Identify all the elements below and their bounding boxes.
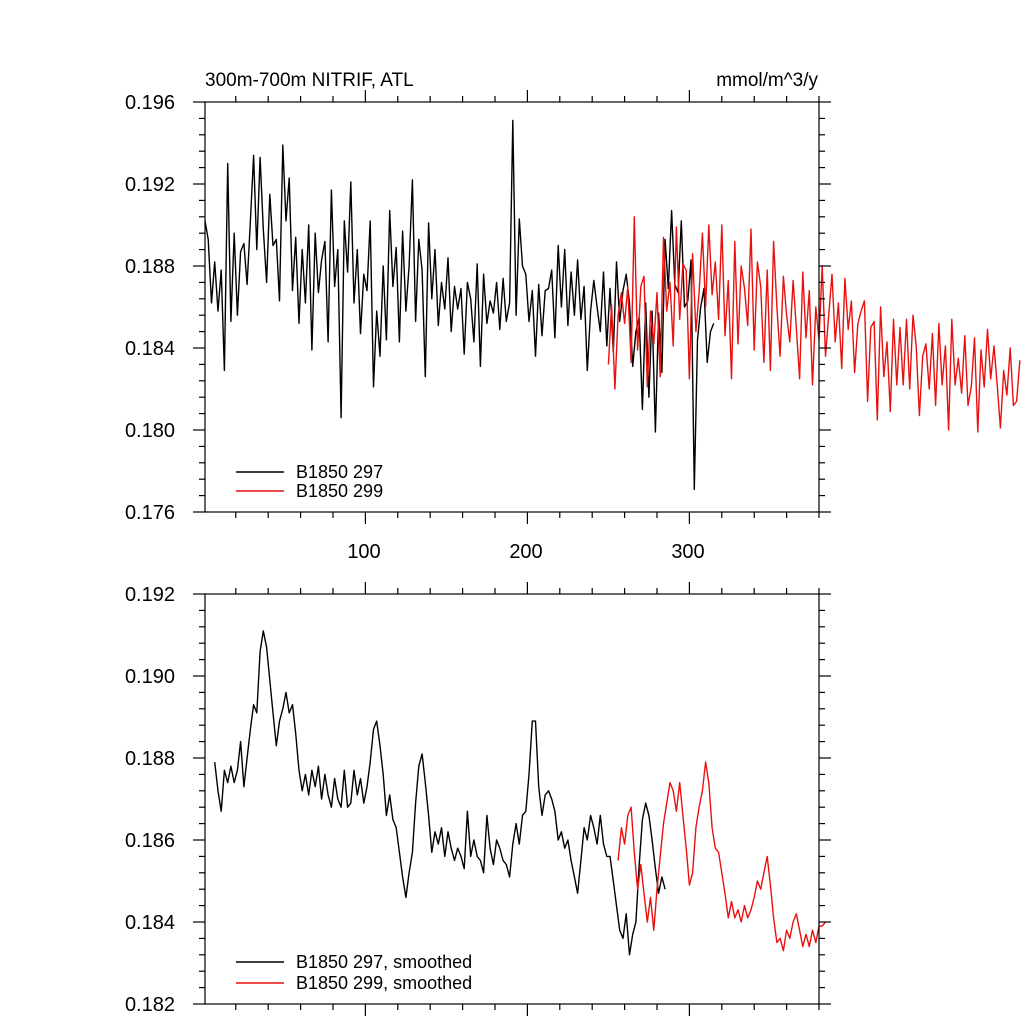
bottom-y-tick-label: 0.192 xyxy=(125,584,175,606)
top-plot-frame xyxy=(204,101,820,513)
top-y-tick-label: 0.192 xyxy=(125,174,175,196)
top-series-line-299 xyxy=(607,216,1021,433)
top-series-line-297 xyxy=(204,119,715,491)
bottom-series-line-299 xyxy=(617,761,827,952)
legend-label-297: B1850 297 xyxy=(296,462,383,482)
chart-units-label: mmol/m^3/y xyxy=(716,70,818,91)
bottom-legend: B1850 297, smoothed B1850 299, smoothed xyxy=(236,952,472,993)
bottom-chart-panel: 0.192 0.190 0.188 0.186 0.184 0.182 B185… xyxy=(125,582,831,1016)
top-x-tick-label: 300 xyxy=(671,541,704,563)
top-y-tick-label: 0.196 xyxy=(125,92,175,114)
bottom-y-tick-label: 0.190 xyxy=(125,666,175,688)
top-y-tick-label: 0.180 xyxy=(125,420,175,442)
bottom-axis-ticks xyxy=(193,582,831,1016)
legend-label-299-smoothed: B1850 299, smoothed xyxy=(296,973,472,993)
bottom-y-tick-label: 0.184 xyxy=(125,912,175,934)
legend-label-299: B1850 299 xyxy=(296,481,383,501)
top-chart-panel: 300m-700m NITRIF, ATL mmol/m^3/y 0.196 0… xyxy=(125,70,1021,563)
top-axis-ticks xyxy=(193,90,831,524)
bottom-y-tick-label: 0.182 xyxy=(125,994,175,1016)
top-legend: B1850 297 B1850 299 xyxy=(236,462,383,501)
bottom-plot-frame xyxy=(204,593,820,1005)
top-y-tick-label: 0.184 xyxy=(125,338,175,360)
bottom-series-group xyxy=(214,630,827,956)
bottom-series-line-297 xyxy=(214,630,666,956)
bottom-y-tick-label: 0.188 xyxy=(125,748,175,770)
top-y-tick-label: 0.188 xyxy=(125,256,175,278)
top-x-tick-label: 100 xyxy=(347,541,380,563)
bottom-y-tick-label: 0.186 xyxy=(125,830,175,852)
top-series-group xyxy=(204,119,1021,491)
top-y-tick-label: 0.176 xyxy=(125,502,175,524)
top-x-tick-label: 200 xyxy=(509,541,542,563)
legend-label-297-smoothed: B1850 297, smoothed xyxy=(296,952,472,972)
chart-title-left: 300m-700m NITRIF, ATL xyxy=(205,70,414,91)
